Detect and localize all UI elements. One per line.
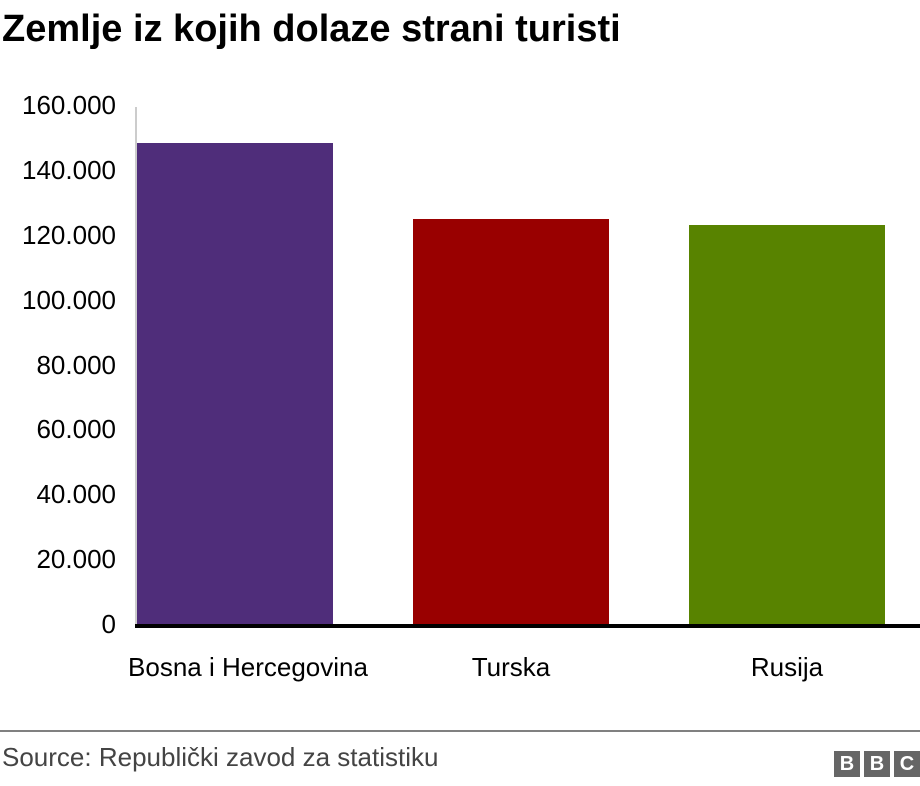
- x-tick-label: Rusija: [750, 652, 824, 682]
- bar: [689, 225, 885, 626]
- bar: [413, 218, 609, 626]
- y-tick-label: 100.000: [22, 284, 116, 315]
- y-tick-label: 0: [101, 609, 116, 639]
- source-text: Source: Republički zavod za statistiku: [2, 742, 439, 772]
- chart-title: Zemlje iz kojih dolaze strani turisti: [2, 8, 621, 50]
- bbc-logo: B B C: [834, 751, 920, 777]
- y-tick-label: 120.000: [22, 219, 116, 250]
- y-tick-label: 20.000: [36, 544, 116, 575]
- bbc-logo-letter: C: [894, 751, 920, 777]
- y-tick-label: 60.000: [36, 414, 116, 445]
- y-tick-label: 160.000: [22, 90, 116, 120]
- y-tick-label: 40.000: [36, 479, 116, 510]
- y-tick-label: 140.000: [22, 154, 116, 185]
- x-axis-baseline: [135, 624, 920, 628]
- bbc-logo-letter: B: [834, 751, 860, 777]
- x-tick-label: Bosna i Hercegovina: [128, 652, 368, 682]
- x-tick-label: Turska: [471, 652, 551, 682]
- y-axis-line: [135, 107, 137, 626]
- bbc-logo-letter: B: [864, 751, 890, 777]
- footer-divider: [0, 730, 920, 732]
- bar: [137, 143, 333, 626]
- y-tick-label: 80.000: [36, 349, 116, 380]
